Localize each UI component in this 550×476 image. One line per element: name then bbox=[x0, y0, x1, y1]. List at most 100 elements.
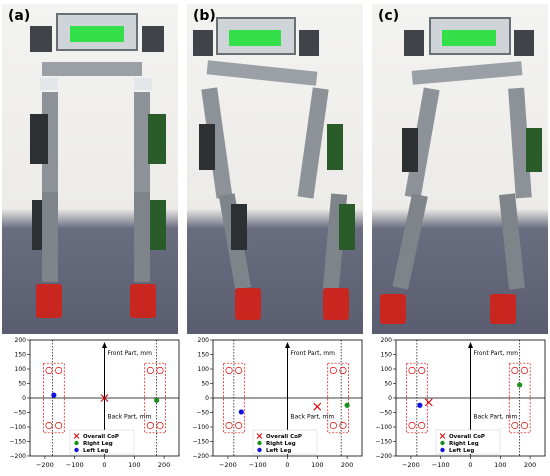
sensor-circle bbox=[408, 422, 416, 430]
robot-figure bbox=[380, 17, 542, 324]
right-leg-marker bbox=[517, 382, 523, 388]
y-tick-label: 100 bbox=[198, 366, 210, 373]
y-tick-label: 0 bbox=[388, 395, 392, 402]
back-label: Back Part, mm bbox=[291, 413, 335, 420]
cop-plot-a: −200 −150 −100 −50 0 50 100 150 200 −200 −100 0 100 2… bbox=[0, 334, 183, 476]
robot-photo-b: (b) bbox=[187, 4, 363, 334]
robot-illustration-c bbox=[380, 17, 542, 324]
x-tick-label: −100 bbox=[66, 461, 84, 469]
legend-marker bbox=[257, 447, 262, 453]
left-leg-marker bbox=[417, 402, 423, 408]
robot-figure bbox=[193, 17, 355, 320]
sensor-circle bbox=[146, 366, 154, 375]
y-tick-label: −200 bbox=[193, 453, 210, 460]
y-tick-label: 150 bbox=[15, 352, 27, 359]
sensor-circle bbox=[329, 422, 337, 430]
left-leg-marker bbox=[238, 409, 244, 415]
robot-figure bbox=[30, 13, 166, 318]
y-tick-label: 50 bbox=[384, 381, 392, 388]
legend-marker bbox=[256, 433, 263, 439]
y-tick-label: 150 bbox=[381, 352, 393, 359]
sensor-circle bbox=[45, 422, 53, 430]
sensor-circle bbox=[339, 422, 347, 430]
sensor-circle bbox=[511, 422, 519, 430]
y-tick-label: 50 bbox=[18, 381, 26, 388]
y-tick-label: −50 bbox=[379, 410, 392, 417]
cop-plot-c: −200 −150 −100 −50 0 50 100 150 200 −200 −100 0 100 2… bbox=[366, 334, 549, 476]
robot-illustration-a bbox=[30, 13, 166, 318]
front-label: Front Part, mm bbox=[291, 350, 336, 357]
y-tick-label: −200 bbox=[10, 453, 27, 460]
x-tick-label: 0 bbox=[102, 461, 106, 469]
legend-marker bbox=[74, 440, 79, 446]
sensor-circle bbox=[235, 366, 243, 375]
legend-entry: Right Leg bbox=[83, 441, 113, 447]
sensor-circle bbox=[520, 422, 529, 430]
right-leg-marker bbox=[154, 397, 160, 403]
cop-chart-c: −200 −150 −100 −50 0 50 100 150 200 −200 −100 0 100 2… bbox=[376, 337, 546, 469]
x-tick-label: 200 bbox=[158, 461, 170, 469]
robot-photo-a: (a) bbox=[2, 4, 178, 334]
x-tick-label: −200 bbox=[36, 461, 54, 469]
back-label: Back Part, mm bbox=[474, 413, 518, 420]
legend-entry: Left Leg bbox=[449, 448, 474, 454]
front-arrowhead bbox=[102, 342, 107, 348]
cop-chart-a: −200 −150 −100 −50 0 50 100 150 200 −200 −100 0 100 2… bbox=[10, 337, 180, 469]
cop-plot-b: −200 −150 −100 −50 0 50 100 150 200 −200 −100 0 100 2… bbox=[183, 334, 366, 476]
cop-marker bbox=[100, 394, 109, 402]
sensor-circle bbox=[225, 422, 233, 430]
front-label: Front Part, mm bbox=[474, 350, 519, 357]
legend-entry: Right Leg bbox=[449, 441, 479, 447]
x-tick-label: −200 bbox=[219, 461, 237, 469]
y-tick-label: 100 bbox=[381, 366, 393, 373]
x-tick-label: −100 bbox=[432, 461, 450, 469]
y-tick-label: −150 bbox=[193, 439, 210, 446]
x-tick-label: 0 bbox=[468, 461, 472, 469]
y-tick-label: −50 bbox=[196, 410, 209, 417]
legend-marker bbox=[440, 440, 445, 446]
panel-label-c: (c) bbox=[378, 8, 400, 24]
legend-entry: Overall CoP bbox=[83, 434, 119, 440]
back-label: Back Part, mm bbox=[108, 413, 152, 420]
front-label: Front Part, mm bbox=[108, 350, 153, 357]
x-tick-label: −100 bbox=[249, 461, 267, 469]
sensor-circle bbox=[511, 366, 519, 375]
panel-label-b: (b) bbox=[193, 8, 216, 24]
y-tick-label: −150 bbox=[376, 439, 393, 446]
legend-box bbox=[435, 429, 501, 455]
y-tick-label: 200 bbox=[198, 337, 210, 344]
x-tick-label: 100 bbox=[128, 461, 140, 469]
sensor-circle bbox=[418, 366, 426, 375]
x-tick-label: 100 bbox=[311, 461, 323, 469]
x-tick-label: 0 bbox=[285, 461, 289, 469]
sensor-circle bbox=[235, 422, 243, 430]
front-arrowhead bbox=[468, 342, 473, 348]
legend-marker bbox=[74, 447, 79, 453]
y-tick-label: −150 bbox=[10, 439, 27, 446]
y-tick-label: −100 bbox=[193, 424, 210, 431]
x-tick-label: 200 bbox=[524, 461, 536, 469]
legend-marker bbox=[440, 447, 445, 453]
legend-entry: Left Leg bbox=[266, 448, 291, 454]
y-tick-label: −200 bbox=[376, 453, 393, 460]
left-leg-marker bbox=[51, 392, 57, 398]
robot-illustration-b bbox=[193, 17, 355, 320]
cop-chart-b: −200 −150 −100 −50 0 50 100 150 200 −200 −100 0 100 2… bbox=[193, 337, 363, 469]
y-tick-label: 100 bbox=[15, 366, 27, 373]
y-tick-label: 50 bbox=[201, 381, 209, 388]
legend-marker bbox=[439, 433, 446, 439]
legend-box bbox=[69, 429, 135, 455]
legend-entry: Right Leg bbox=[266, 441, 296, 447]
legend-entry: Left Leg bbox=[83, 448, 108, 454]
sensor-circle bbox=[520, 366, 529, 375]
legend-box bbox=[252, 429, 318, 455]
y-tick-label: −100 bbox=[376, 424, 393, 431]
sensor-circle bbox=[55, 366, 63, 375]
sensor-circle bbox=[156, 366, 164, 375]
y-tick-label: 0 bbox=[22, 395, 26, 402]
sensor-circle bbox=[156, 422, 164, 430]
legend-entry: Overall CoP bbox=[449, 434, 485, 440]
sensor-circle bbox=[418, 422, 426, 430]
sensor-circle bbox=[225, 366, 233, 375]
sensor-circle bbox=[339, 366, 347, 375]
